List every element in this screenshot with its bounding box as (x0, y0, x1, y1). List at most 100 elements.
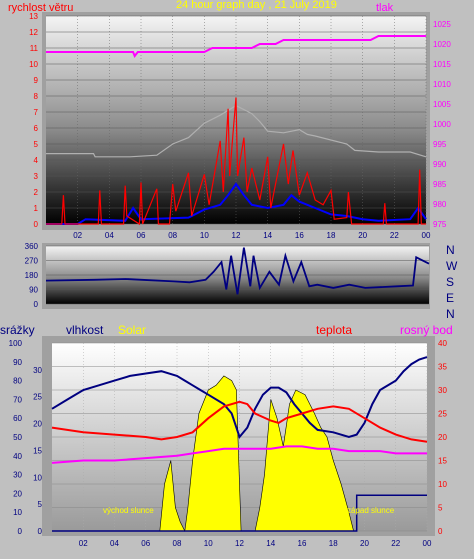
pressure-tick: 1015 (433, 60, 451, 69)
pressure-tick: 1000 (433, 120, 451, 129)
temp-tick: 0 (438, 527, 443, 536)
x-tick: 20 (360, 539, 369, 548)
x-tick: 02 (79, 539, 88, 548)
panel3-series (51, 356, 428, 533)
series-gust (46, 97, 426, 226)
direction-tick: 360 (25, 242, 39, 251)
precip-tick: 20 (13, 489, 22, 498)
compass-label: N (446, 243, 455, 257)
wind-tick: 3 (34, 172, 39, 181)
compass-label: E (446, 291, 454, 305)
pressure-tick: 990 (433, 160, 447, 169)
humidity-tick: 20 (33, 420, 42, 429)
x-tick: 06 (141, 539, 150, 548)
x-tick: 04 (105, 231, 114, 240)
x-tick: 08 (168, 231, 177, 240)
precip-tick: 90 (13, 358, 22, 367)
compass-label: N (446, 307, 455, 321)
humidity-tick: 15 (33, 446, 42, 455)
panel1-x-axis: 02 04 06 08 10 12 14 16 18 20 22 00 (73, 231, 431, 240)
wind-speed-label: rychlost větru (8, 2, 73, 14)
pressure-tick: 1010 (433, 80, 451, 89)
precip-tick: 80 (13, 377, 22, 386)
temp-tick: 40 (438, 339, 447, 348)
series-wind_max (46, 104, 427, 158)
wind-tick: 7 (34, 108, 39, 117)
x-tick: 18 (329, 539, 338, 548)
compass-label: W (446, 259, 458, 273)
panel2-grid (46, 245, 429, 305)
pressure-tick: 1005 (433, 100, 451, 109)
series-wind (46, 182, 427, 225)
temp-tick: 35 (438, 363, 447, 372)
temp-tick: 20 (438, 433, 447, 442)
pressure-tick: 995 (433, 140, 447, 149)
temp-tick: 15 (438, 457, 447, 466)
pressure-label: tlak (376, 2, 394, 14)
x-tick: 22 (391, 539, 400, 548)
wind-tick: 2 (34, 188, 39, 197)
x-tick: 16 (298, 539, 307, 548)
sunset-label: západ slunce (347, 506, 395, 515)
wind-tick: 13 (29, 12, 38, 21)
x-tick: 12 (235, 539, 244, 548)
pressure-tick: 985 (433, 180, 447, 189)
compass-label: S (446, 275, 454, 289)
precip-tick: 70 (13, 395, 22, 404)
wind-tick: 5 (34, 140, 39, 149)
x-tick: 22 (390, 231, 399, 240)
precip-label: srážky (0, 323, 35, 337)
x-tick: 12 (232, 231, 241, 240)
temp-tick: 25 (438, 410, 447, 419)
wind-tick: 8 (34, 92, 39, 101)
x-tick: 06 (137, 231, 146, 240)
x-tick: 00 (423, 539, 432, 548)
humidity-tick: 25 (33, 393, 42, 402)
panel1-series (46, 35, 427, 226)
direction-tick: 90 (29, 286, 38, 295)
temp-tick: 5 (438, 504, 443, 513)
sunrise-label: východ slunce (103, 506, 154, 515)
humidity-axis: 0 5 10 15 20 25 30 (33, 366, 42, 536)
wind-tick: 0 (34, 220, 39, 229)
series-dew (51, 445, 427, 464)
humidity-tick: 30 (33, 366, 42, 375)
pressure-tick: 975 (433, 220, 447, 229)
wind-tick: 10 (29, 60, 38, 69)
precip-tick: 60 (13, 414, 22, 423)
series-direction (45, 247, 430, 295)
temp-tick: 10 (438, 480, 447, 489)
precip-tick: 40 (13, 452, 22, 461)
direction-tick: 180 (25, 271, 39, 280)
precip-tick: 10 (13, 508, 22, 517)
panel2-series (45, 247, 430, 295)
direction-tick: 270 (25, 257, 39, 266)
humidity-label: vlhkost (66, 323, 104, 337)
x-tick: 00 (422, 231, 431, 240)
x-tick: 02 (73, 231, 82, 240)
humidity-tick: 10 (33, 473, 42, 482)
pressure-tick: 1025 (433, 20, 451, 29)
temp-tick: 30 (438, 386, 447, 395)
wind-tick: 11 (30, 44, 39, 53)
solar-label: Solar (118, 323, 146, 337)
pressure-axis: 975 980 985 990 995 1000 1005 1010 1015 1020 1025 (433, 20, 451, 229)
precip-tick: 30 (13, 471, 22, 480)
humidity-tick: 5 (38, 500, 43, 509)
x-tick: 10 (200, 231, 209, 240)
chart-title: 24 hour graph day , 21 July 2019 (176, 0, 337, 11)
x-tick: 04 (110, 539, 119, 548)
direction-tick: 0 (34, 300, 39, 309)
pressure-tick: 1020 (433, 40, 451, 49)
precip-tick: 100 (9, 339, 23, 348)
humidity-tick: 0 (38, 527, 43, 536)
wind-tick: 9 (34, 76, 39, 85)
x-tick: 14 (266, 539, 275, 548)
temperature-axis: 0 5 10 15 20 25 30 35 40 (438, 339, 447, 536)
x-tick: 10 (204, 539, 213, 548)
x-tick: 20 (358, 231, 367, 240)
